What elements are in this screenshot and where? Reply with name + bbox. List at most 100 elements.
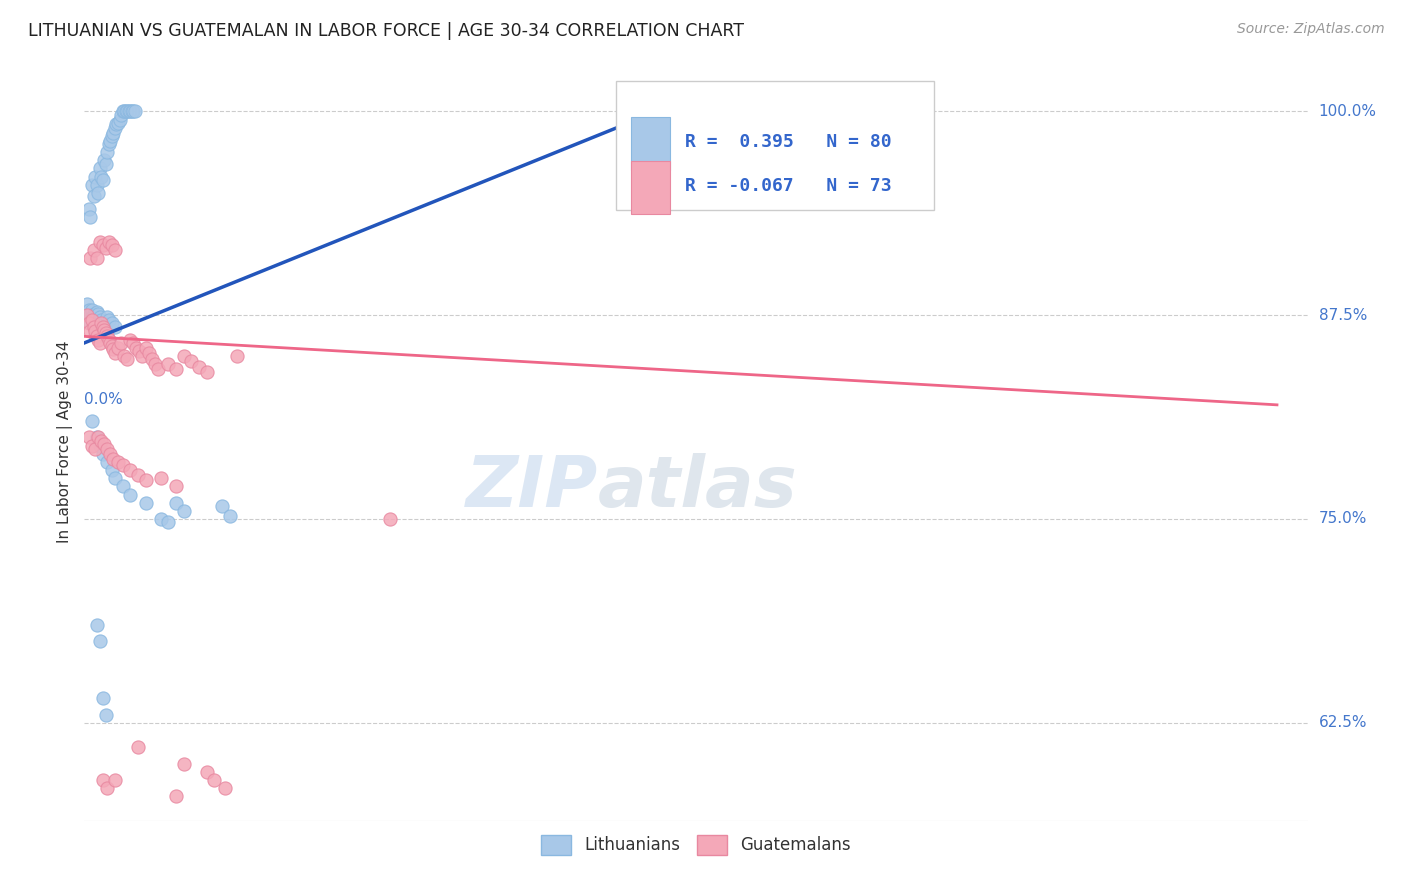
Point	[195, 365, 218, 379]
Point	[146, 362, 169, 376]
Point	[91, 327, 114, 342]
Point	[84, 325, 107, 339]
Point	[104, 471, 127, 485]
Y-axis label: In Labor Force | Age 30-34: In Labor Force | Age 30-34	[58, 340, 73, 543]
Point	[180, 354, 202, 368]
Point	[135, 341, 157, 355]
FancyBboxPatch shape	[631, 161, 671, 213]
Point	[77, 430, 100, 444]
Text: LITHUANIAN VS GUATEMALAN IN LABOR FORCE | AGE 30-34 CORRELATION CHART: LITHUANIAN VS GUATEMALAN IN LABOR FORCE …	[28, 22, 744, 40]
Point	[93, 437, 115, 451]
FancyBboxPatch shape	[631, 117, 671, 169]
Point	[90, 169, 112, 184]
Point	[157, 515, 180, 529]
Point	[96, 442, 118, 456]
Point	[79, 308, 101, 322]
Point	[165, 362, 187, 376]
Point	[79, 211, 101, 225]
Point	[97, 313, 120, 327]
Point	[115, 352, 138, 367]
Point	[94, 241, 117, 255]
Point	[93, 153, 115, 168]
Point	[128, 344, 150, 359]
Point	[104, 120, 127, 135]
Point	[77, 303, 100, 318]
Point	[91, 691, 114, 706]
Text: Source: ZipAtlas.com: Source: ZipAtlas.com	[1237, 22, 1385, 37]
Point	[112, 104, 135, 119]
Point	[98, 447, 121, 461]
Point	[91, 173, 114, 187]
Point	[111, 104, 134, 119]
Legend: Lithuanians, Guatemalans: Lithuanians, Guatemalans	[534, 828, 858, 862]
Point	[77, 316, 100, 330]
Point	[79, 316, 101, 330]
Point	[91, 319, 114, 334]
Text: 0.0%: 0.0%	[84, 392, 124, 408]
Point	[101, 463, 124, 477]
Point	[114, 104, 136, 119]
Point	[83, 307, 105, 321]
Point	[80, 439, 103, 453]
Point	[135, 473, 157, 487]
Point	[149, 471, 172, 485]
Point	[76, 297, 98, 311]
Point	[138, 345, 160, 359]
Point	[103, 126, 125, 140]
Point	[94, 156, 117, 170]
Point	[120, 104, 142, 119]
Text: 75.0%: 75.0%	[1319, 511, 1367, 526]
Point	[87, 323, 110, 337]
Point	[111, 458, 134, 473]
Point	[94, 707, 117, 722]
Text: R =  0.395   N = 80: R = 0.395 N = 80	[685, 133, 891, 151]
Text: 62.5%: 62.5%	[1319, 715, 1367, 731]
Point	[86, 305, 108, 319]
Point	[80, 313, 103, 327]
Point	[98, 335, 121, 350]
Point	[211, 499, 233, 513]
Point	[93, 329, 115, 343]
Point	[89, 235, 111, 249]
Point	[104, 319, 127, 334]
Text: R = -0.067   N = 73: R = -0.067 N = 73	[685, 177, 891, 194]
Point	[89, 439, 111, 453]
Point	[86, 329, 108, 343]
Point	[124, 104, 146, 119]
Point	[96, 455, 118, 469]
Point	[91, 316, 114, 330]
Point	[104, 772, 127, 787]
Point	[94, 326, 117, 340]
Point	[80, 311, 103, 326]
Point	[84, 308, 107, 322]
Point	[131, 349, 153, 363]
Point	[80, 303, 103, 318]
Point	[89, 634, 111, 648]
Point	[188, 360, 211, 375]
Point	[173, 756, 195, 771]
Text: 87.5%: 87.5%	[1319, 308, 1367, 323]
Point	[83, 243, 105, 257]
Point	[125, 341, 148, 355]
Point	[97, 333, 120, 347]
Point	[118, 104, 141, 119]
Point	[89, 335, 111, 350]
Point	[97, 235, 120, 249]
Point	[91, 238, 114, 252]
Point	[141, 352, 163, 367]
Point	[173, 349, 195, 363]
Point	[121, 104, 143, 119]
Point	[135, 496, 157, 510]
Point	[98, 134, 121, 148]
Point	[80, 178, 103, 192]
Point	[104, 345, 127, 359]
Point	[110, 335, 132, 350]
Point	[226, 349, 249, 363]
Point	[218, 508, 240, 523]
Point	[165, 789, 187, 804]
Point	[84, 169, 107, 184]
Point	[83, 189, 105, 203]
Point	[93, 319, 115, 334]
Point	[86, 321, 108, 335]
FancyBboxPatch shape	[616, 81, 935, 211]
